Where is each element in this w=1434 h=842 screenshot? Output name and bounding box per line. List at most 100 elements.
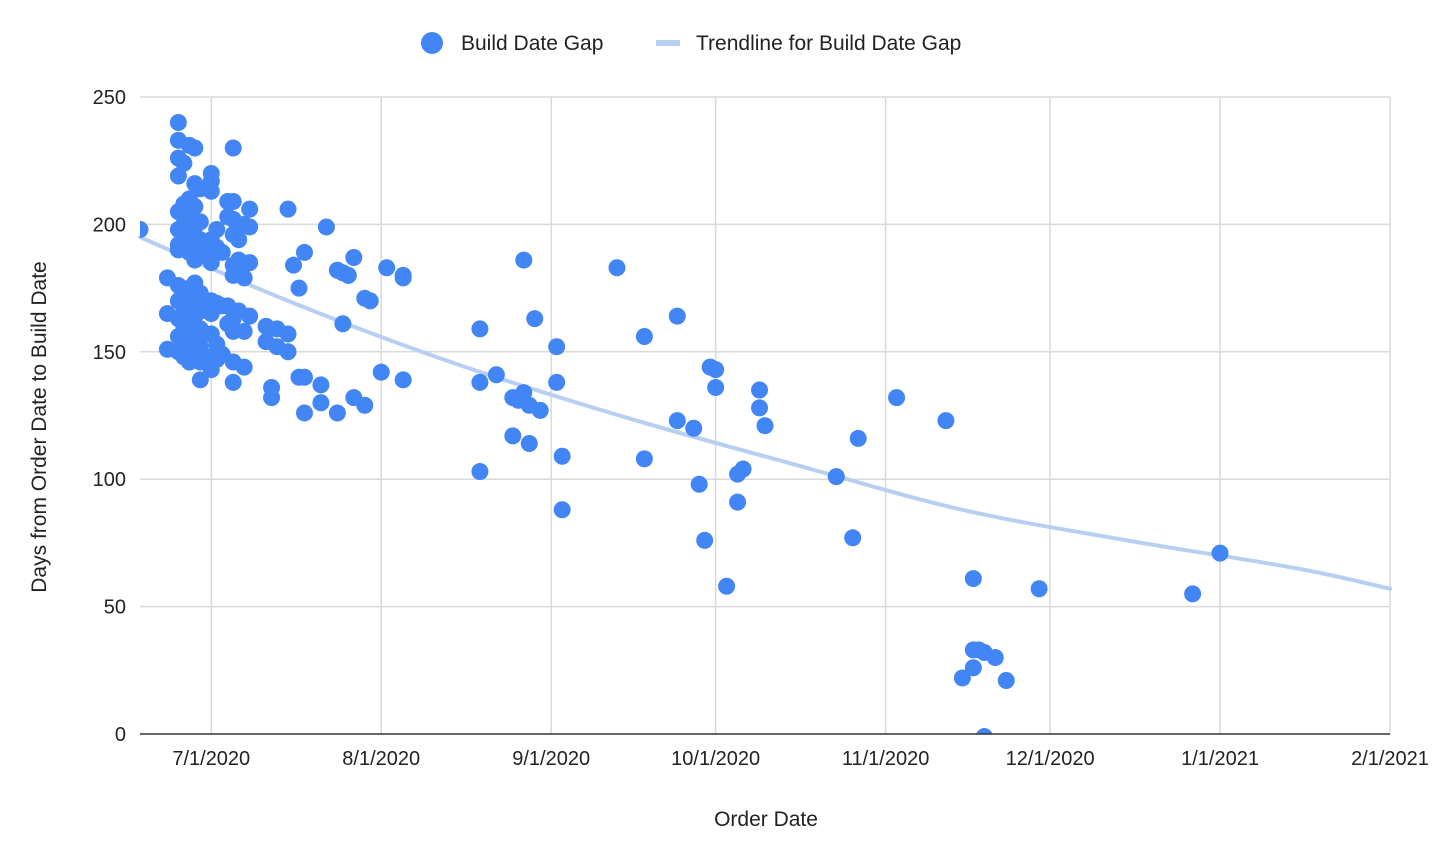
data-point: [964, 570, 982, 588]
data-point: [1184, 585, 1202, 603]
x-tick-label: 10/1/2020: [671, 748, 760, 770]
data-point: [224, 139, 242, 157]
data-point: [515, 251, 533, 269]
data-point: [756, 417, 774, 435]
data-point: [751, 399, 769, 417]
data-point: [339, 266, 357, 284]
data-point: [328, 404, 346, 422]
x-axis-title: Order Date: [714, 808, 818, 831]
data-point: [191, 338, 209, 356]
data-point: [213, 243, 231, 261]
data-point: [471, 373, 489, 391]
y-tick-label: 150: [93, 342, 126, 364]
data-point: [334, 315, 352, 333]
x-tick-label: 9/1/2020: [512, 748, 590, 770]
data-point: [140, 220, 149, 238]
data-point: [230, 231, 248, 249]
data-point: [235, 322, 253, 340]
data-point: [937, 412, 955, 430]
data-point: [964, 659, 982, 677]
data-point: [707, 361, 725, 379]
data-point: [378, 259, 396, 277]
data-point: [471, 320, 489, 338]
data-point: [690, 475, 708, 493]
y-tick-label: 100: [93, 469, 126, 491]
data-point: [356, 396, 374, 414]
data-point: [553, 447, 571, 465]
gridlines: [140, 96, 1391, 734]
data-point: [986, 649, 1004, 667]
data-point: [827, 468, 845, 486]
y-axis-title: Days from Order Date to Build Date: [28, 261, 51, 592]
data-point: [372, 363, 390, 381]
data-point: [888, 389, 906, 407]
data-point: [849, 429, 867, 447]
x-tick-label: 12/1/2020: [1006, 748, 1095, 770]
data-point: [608, 259, 626, 277]
data-point: [531, 401, 549, 419]
x-tick-label: 1/1/2021: [1181, 748, 1259, 770]
data-point: [734, 460, 752, 478]
data-point: [186, 139, 204, 157]
data-point: [553, 501, 571, 519]
data-point: [361, 292, 379, 310]
data-point: [953, 669, 971, 687]
data-point: [295, 243, 313, 261]
data-point: [515, 384, 533, 402]
data-point: [997, 671, 1015, 689]
data-point: [235, 358, 253, 376]
data-point: [685, 419, 703, 437]
x-tick-label: 8/1/2020: [342, 748, 420, 770]
data-point: [751, 381, 769, 399]
legend-marker-build-date-gap: [421, 32, 443, 54]
data-point: [1211, 544, 1229, 562]
data-point: [175, 154, 193, 172]
legend: Build Date Gap Trendline for Build Date …: [421, 32, 961, 55]
data-point: [279, 200, 297, 218]
data-point: [548, 373, 566, 391]
data-point: [295, 368, 313, 386]
data-point: [844, 529, 862, 547]
data-point: [312, 394, 330, 412]
data-point: [471, 463, 489, 481]
y-tick-label: 50: [104, 597, 126, 619]
data-point: [241, 254, 259, 272]
data-point: [635, 450, 653, 468]
points-layer: [140, 113, 1229, 734]
data-point: [169, 167, 187, 185]
data-point: [224, 192, 242, 210]
x-tick-label: 7/1/2020: [172, 748, 250, 770]
data-point: [696, 531, 714, 549]
data-point: [312, 376, 330, 394]
data-point: [394, 371, 412, 389]
data-point: [263, 389, 281, 407]
data-point: [635, 328, 653, 346]
legend-label-trendline: Trendline for Build Date Gap: [696, 32, 961, 55]
data-point: [504, 427, 522, 445]
y-tick-label: 250: [93, 87, 126, 109]
data-point: [1030, 580, 1048, 598]
data-point: [285, 256, 303, 274]
data-point: [295, 404, 313, 422]
data-point: [394, 269, 412, 287]
data-point: [241, 307, 259, 325]
data-point: [169, 113, 187, 131]
data-point: [191, 213, 209, 231]
data-point: [526, 310, 544, 328]
data-point: [317, 218, 335, 236]
data-point: [202, 182, 220, 200]
data-point: [729, 493, 747, 511]
legend-label-build-date-gap: Build Date Gap: [461, 32, 603, 55]
data-point: [345, 249, 363, 267]
data-point: [290, 279, 308, 297]
data-point: [241, 218, 259, 236]
x-tick-label: 2/1/2021: [1351, 748, 1429, 770]
data-point: [707, 378, 725, 396]
data-point: [487, 366, 505, 384]
data-point: [279, 325, 297, 343]
tick-labels: 0 50 100 150 200 250 7/1/2020 8/1/2020 9/1/2020 1…: [93, 87, 1429, 770]
data-point: [718, 577, 736, 595]
data-point: [548, 338, 566, 356]
data-point: [976, 728, 993, 734]
